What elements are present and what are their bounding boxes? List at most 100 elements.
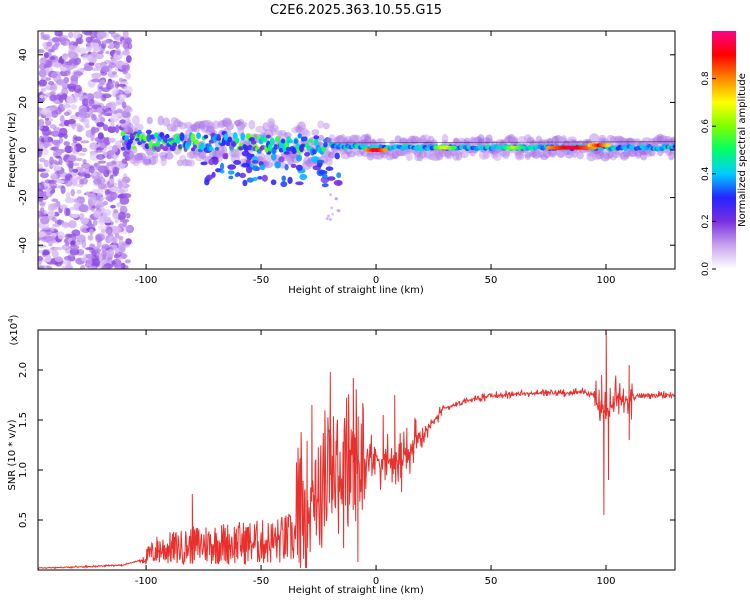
heatmap-cell <box>38 107 43 116</box>
heatmap-cell <box>221 145 228 155</box>
heatmap-cell <box>71 213 79 219</box>
heatmap-cell <box>69 244 80 250</box>
heatmap-cell <box>82 159 87 165</box>
heatmap-cell <box>112 211 120 219</box>
heatmap-cell <box>269 124 279 133</box>
heatmap-cell <box>97 165 107 174</box>
heatmap-cell <box>250 140 257 145</box>
heatmap-cell <box>295 181 304 186</box>
heatmap-cell <box>142 135 148 142</box>
heatmap-cell <box>50 226 55 232</box>
colorbar-tick-label: 0.6 <box>701 119 711 134</box>
heatmap-cell <box>270 179 277 186</box>
spectrogram-x-tick-label: 0 <box>373 275 379 286</box>
heatmap-cell <box>83 65 94 72</box>
heatmap-cell <box>120 146 126 151</box>
heatmap-cell <box>233 159 242 165</box>
heatmap-cell <box>326 138 332 143</box>
heatmap-cell <box>67 118 76 125</box>
heatmap-cell <box>334 152 340 160</box>
snr-scale-exponent: 4 <box>7 318 15 323</box>
heatmap-cell <box>47 203 56 212</box>
heatmap-cell <box>190 133 196 143</box>
heatmap-cell <box>114 49 122 56</box>
heatmap-cell <box>73 84 82 93</box>
heatmap-cell <box>53 203 59 208</box>
heatmap-cell <box>78 204 89 213</box>
heatmap-cell <box>117 180 123 190</box>
heatmap-cell <box>336 180 342 186</box>
heatmap-cell <box>93 210 101 219</box>
heatmap-cell <box>302 136 308 142</box>
heatmap-cell <box>67 31 74 39</box>
heatmap-cell <box>216 133 221 140</box>
spectrogram-heatmap <box>38 31 675 269</box>
heatmap-cell <box>91 72 102 79</box>
heatmap-cell <box>306 145 312 151</box>
heatmap-cell <box>146 116 153 125</box>
heatmap-cell <box>90 78 101 83</box>
heatmap-cell <box>69 248 80 256</box>
heatmap-cell <box>123 85 133 94</box>
heatmap-cell <box>247 144 253 151</box>
heatmap-cell <box>67 254 76 262</box>
heatmap-cell <box>76 125 83 133</box>
heatmap-cell <box>88 164 95 174</box>
heatmap-cell <box>40 35 50 41</box>
heatmap-cell <box>110 104 116 112</box>
heatmap-cell <box>85 36 94 43</box>
heatmap-cell <box>61 54 68 60</box>
heatmap-cell <box>39 57 48 65</box>
heatmap-cell <box>81 162 91 169</box>
heatmap-cell <box>672 144 675 149</box>
heatmap-cell <box>38 168 46 172</box>
heatmap-cell <box>122 49 130 56</box>
heatmap-cell <box>81 54 92 61</box>
snr-y-tick-label: 1.5 <box>18 412 29 428</box>
heatmap-cell <box>241 162 251 168</box>
heatmap-cell <box>45 235 56 242</box>
heatmap-cell <box>172 142 177 148</box>
spectrogram-panel: -100 -50 0 50 100 -40 -20 0 20 40 Height of strai… <box>7 30 676 296</box>
heatmap-cell <box>85 129 93 138</box>
heatmap-cell <box>90 113 97 121</box>
heatmap-cell <box>100 65 110 73</box>
heatmap-cell <box>325 158 333 166</box>
heatmap-cell <box>98 113 103 119</box>
heatmap-cell <box>125 212 131 219</box>
heatmap-cell <box>252 156 258 161</box>
heatmap-cell <box>270 153 277 161</box>
heatmap-cell <box>39 202 46 207</box>
heatmap-cell <box>89 109 94 116</box>
heatmap-cell <box>79 178 85 185</box>
heatmap-cell <box>124 259 131 264</box>
heatmap-cell <box>94 246 100 253</box>
heatmap-cell <box>51 198 59 203</box>
heatmap-cell <box>55 151 62 156</box>
heatmap-cell <box>129 133 135 139</box>
heatmap-cell <box>65 191 71 199</box>
heatmap-cell <box>89 142 98 150</box>
heatmap-cell <box>38 48 45 54</box>
heatmap-cell <box>38 191 44 198</box>
heatmap-cell <box>111 260 116 265</box>
heatmap-cell <box>104 189 110 195</box>
heatmap-cell <box>41 226 50 230</box>
colorbar-tick-label: 0.4 <box>701 166 711 181</box>
heatmap-cell <box>322 173 328 180</box>
heatmap-cell <box>74 136 83 142</box>
colorbar-label: Normalized spectral amplitude <box>737 73 748 227</box>
heatmap-cell <box>97 182 107 190</box>
heatmap-cell <box>38 63 47 70</box>
heatmap-cell <box>223 133 229 141</box>
heatmap-cell <box>38 69 47 78</box>
heatmap-cell <box>71 123 81 127</box>
heatmap-cell <box>113 41 120 50</box>
heatmap-cell <box>113 209 119 214</box>
heatmap-cell <box>83 118 90 126</box>
heatmap-cell <box>50 83 57 90</box>
heatmap-cell <box>212 120 220 129</box>
snr-x-tick-label: 100 <box>596 576 615 587</box>
heatmap-cell <box>43 159 50 168</box>
